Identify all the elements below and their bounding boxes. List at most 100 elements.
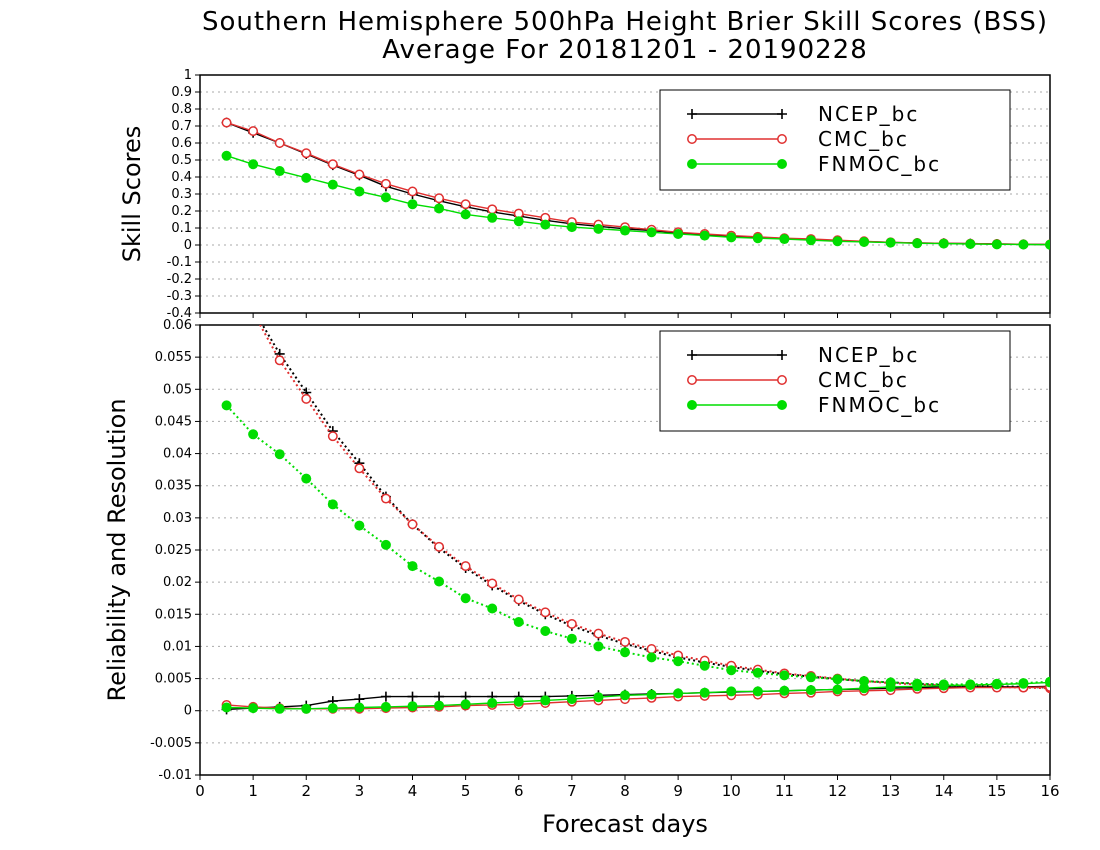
data-point-FNMOC_bc: [380, 192, 391, 203]
y-tick-label: 0.06: [163, 318, 192, 333]
data-point-FNMOC_bc: [487, 698, 498, 708]
data-point-FNMOC_bc: [620, 690, 630, 701]
data-point-FNMOC_bc: [327, 179, 338, 190]
data-point-FNMOC_bc: [380, 701, 391, 712]
data-point-FNMOC_bc: [699, 687, 710, 698]
legend-label-FNMOC_bc: FNMOC_bc: [818, 152, 941, 176]
y-tick-label: -0.4: [167, 306, 192, 321]
data-point-FNMOC_bc: [248, 703, 259, 714]
legend-marker-CMC_bc: [687, 134, 697, 144]
data-point-FNMOC_bc: [274, 449, 285, 460]
data-point-FNMOC_bc: [327, 703, 338, 714]
data-point-CMC_bc: [354, 169, 365, 180]
data-point-FNMOC_bc: [460, 593, 471, 604]
data-point-FNMOC_bc: [912, 681, 923, 692]
data-point-FNMOC_bc: [832, 674, 843, 685]
x-tick-label: 11: [775, 782, 794, 800]
y-tick-label: 0.02: [163, 575, 192, 590]
x-tick-label: 13: [881, 782, 900, 800]
data-point-FNMOC_bc: [752, 686, 763, 697]
y-tick-label: -0.1: [167, 255, 192, 270]
y-tick-label: 0: [184, 704, 192, 719]
data-point-CMC_bc: [566, 618, 577, 629]
data-point-FNMOC_bc: [407, 561, 418, 572]
legend-label-NCEP_bc: NCEP_bc: [818, 343, 919, 367]
y-tick-label: 0.5: [171, 153, 192, 168]
data-point-FNMOC_bc: [248, 159, 259, 170]
series-line-CMC_bc-reliability: [226, 686, 1050, 710]
data-point-FNMOC_bc: [1045, 239, 1050, 250]
data-point-FNMOC_bc: [726, 232, 737, 243]
data-point-CMC_bc: [274, 355, 285, 366]
series-layer: [221, 325, 1050, 715]
data-point-CMC_bc: [274, 138, 285, 148]
data-point-FNMOC_bc: [434, 203, 445, 214]
data-point-NCEP_bc: [354, 694, 365, 705]
legend-marker-CMC_bc: [687, 375, 697, 385]
data-point-NCEP_bc: [434, 691, 445, 702]
data-point-FNMOC_bc: [991, 679, 1002, 690]
data-point-FNMOC_bc: [221, 702, 232, 713]
y-tick-label: 0.05: [163, 382, 192, 397]
legend-box: [659, 89, 1011, 191]
data-point-FNMOC_bc: [540, 626, 551, 636]
data-point-FNMOC_bc: [699, 660, 710, 671]
y-tick-label: 0.045: [155, 414, 192, 429]
x-tick-label: 5: [461, 782, 471, 800]
skill-score-panel: -0.4 -0.3 -0.2 -0.1 0 0.1 0.2 0.3 0.4 0.5 0.6 0.7 0.…: [118, 68, 1051, 321]
x-tick-label: 4: [408, 782, 418, 800]
data-point-FNMOC_bc: [354, 702, 365, 713]
data-point-FNMOC_bc: [1018, 678, 1029, 689]
data-point-FNMOC_bc: [673, 656, 684, 667]
x-tick-label: 10: [722, 782, 741, 800]
legend-marker-NCEP_bc: [777, 109, 787, 119]
data-point-CMC_bc: [301, 393, 312, 404]
data-point-FNMOC_bc: [673, 688, 684, 699]
series-line-FNMOC_bc-resolution: [225, 404, 1050, 686]
data-point-FNMOC_bc: [460, 699, 471, 710]
data-point-FNMOC_bc: [991, 239, 1002, 250]
data-point-CMC_bc: [301, 148, 312, 159]
x-tick-label: 16: [1040, 782, 1059, 800]
reliability-resolution-panel: -0.01 -0.005 0 0.005 0.01 0.015 0.02 0.025 0.03 0…: [103, 318, 1060, 800]
data-point-FNMOC_bc: [354, 186, 365, 197]
data-point-CMC_bc: [593, 628, 604, 639]
data-point-FNMOC_bc: [646, 652, 657, 663]
x-tick-label: 12: [828, 782, 847, 800]
data-point-FNMOC_bc: [434, 700, 445, 711]
y-tick-label: -0.01: [158, 768, 192, 783]
data-point-FNMOC_bc: [938, 680, 949, 691]
y-tick-label: 0.015: [155, 607, 192, 622]
data-point-FNMOC_bc: [620, 225, 630, 236]
y-tick-label: 0.01: [163, 639, 192, 654]
y-axis-title: Reliability and Resolution: [103, 398, 131, 701]
data-point-CMC_bc: [354, 463, 365, 474]
data-point-FNMOC_bc: [965, 680, 976, 690]
chart-title-line1: Southern Hemisphere 500hPa Height Brier …: [202, 7, 1048, 37]
legend-marker-CMC_bc: [777, 134, 787, 144]
data-point-CMC_bc: [646, 644, 657, 654]
data-point-FNMOC_bc: [779, 685, 790, 696]
data-point-CMC_bc: [407, 519, 418, 530]
y-tick-label: 0.1: [171, 221, 192, 236]
data-point-FNMOC_bc: [859, 236, 870, 247]
plot-frame: [199, 324, 1051, 776]
data-point-FNMOC_bc: [593, 692, 604, 703]
data-point-FNMOC_bc: [487, 212, 498, 223]
data-point-FNMOC_bc: [752, 667, 763, 678]
data-point-FNMOC_bc: [965, 238, 976, 249]
data-point-FNMOC_bc: [779, 234, 790, 245]
y-tick-label: 0.035: [155, 479, 192, 494]
legend-label-NCEP_bc: NCEP_bc: [818, 102, 919, 126]
y-tick-label: 0.8: [171, 102, 192, 117]
data-point-FNMOC_bc: [434, 576, 445, 587]
y-tick-label: -0.005: [150, 736, 192, 751]
data-point-FNMOC_bc: [805, 235, 816, 246]
data-point-FNMOC_bc: [832, 684, 843, 695]
data-point-CMC_bc: [460, 199, 471, 210]
series-line-CMC_bc-resolution: [259, 325, 1050, 690]
legend-marker-FNMOC_bc: [777, 159, 787, 169]
